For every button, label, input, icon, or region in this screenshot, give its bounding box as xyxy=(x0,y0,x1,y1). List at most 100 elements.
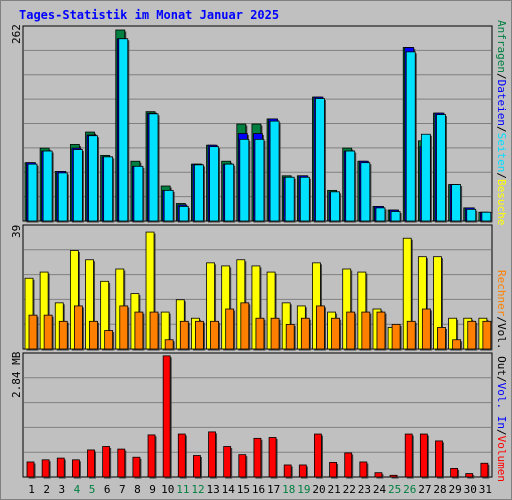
bar-seiten-day-31 xyxy=(481,211,492,222)
x-tick-label-day-2: 2 xyxy=(43,483,50,496)
bar-rechner-day-27 xyxy=(421,308,431,350)
bar-seiten-day-17 xyxy=(269,120,280,222)
x-tick-label-day-19: 19 xyxy=(297,483,310,496)
bar-volumen-day-31 xyxy=(480,462,489,478)
bar-volumen-day-14 xyxy=(223,446,232,478)
bar-seiten-day-8 xyxy=(133,165,144,222)
bar-seiten-day-18 xyxy=(284,176,295,222)
bar-volumen-day-15 xyxy=(238,454,247,478)
bar-volumen-day-12 xyxy=(193,455,201,478)
bar-rechner-day-17 xyxy=(270,317,280,350)
bar-seiten-day-15 xyxy=(239,138,250,222)
bar-rechner-day-25 xyxy=(391,323,401,350)
bar-volumen-day-19 xyxy=(298,464,307,478)
x-tick-label-day-1: 1 xyxy=(28,483,35,496)
bar-seiten-day-28 xyxy=(436,114,446,222)
bar-seiten-day-16 xyxy=(254,138,265,222)
bar-volumen-day-6 xyxy=(102,446,111,478)
bar-rechner-day-2 xyxy=(43,314,53,350)
x-tick-label-day-14: 14 xyxy=(222,483,236,496)
bar-seiten-day-10 xyxy=(163,189,174,222)
x-tick-label-day-11: 11 xyxy=(176,483,189,496)
bar-rechner-day-30 xyxy=(467,320,477,350)
x-tick-label-day-23: 23 xyxy=(358,483,371,496)
x-tick-label-day-8: 8 xyxy=(134,483,141,496)
bar-rechner-day-11 xyxy=(179,320,189,350)
bar-seiten-day-19 xyxy=(299,176,310,222)
bar-seiten-day-5 xyxy=(88,135,98,222)
bar-rechner-day-6 xyxy=(104,330,114,350)
bar-seiten-day-6 xyxy=(103,156,114,222)
bar-volumen-day-8 xyxy=(132,456,141,478)
bar-rechner-day-12 xyxy=(195,320,204,350)
chart-title: Tages-Statistik im Monat Januar 2025 xyxy=(19,8,280,22)
bar-seiten-day-22 xyxy=(345,150,356,222)
x-tick-label-day-3: 3 xyxy=(59,483,66,496)
bar-rechner-day-15 xyxy=(240,302,250,350)
bar-rechner-day-8 xyxy=(134,311,144,350)
bar-seiten-day-25 xyxy=(390,211,401,222)
x-tick-label-day-12: 12 xyxy=(191,483,204,496)
bar-rechner-day-19 xyxy=(300,317,310,350)
bar-seiten-day-14 xyxy=(224,163,235,222)
x-tick-label-day-28: 28 xyxy=(433,483,446,496)
bar-volumen-day-29 xyxy=(450,468,459,478)
bar-seiten-day-13 xyxy=(209,146,219,222)
x-tick-label-day-18: 18 xyxy=(282,483,295,496)
bar-rechner-day-1 xyxy=(28,314,38,350)
bar-seiten-day-21 xyxy=(330,191,340,222)
x-tick-label-day-4: 4 xyxy=(74,483,81,496)
x-tick-label-day-24: 24 xyxy=(373,483,387,496)
bar-seiten-day-9 xyxy=(148,113,159,222)
bar-rechner-day-31 xyxy=(482,320,492,350)
x-tick-label-day-29: 29 xyxy=(449,483,462,496)
bar-rechner-day-22 xyxy=(346,311,356,350)
x-tick-label-day-9: 9 xyxy=(149,483,156,496)
bar-volumen-day-2 xyxy=(41,459,50,478)
bar-volumen-day-28 xyxy=(435,440,443,478)
bar-rechner-day-14 xyxy=(225,308,235,350)
bar-rechner-day-3 xyxy=(58,320,68,350)
bar-seiten-day-4 xyxy=(72,149,83,222)
bar-volumen-day-10 xyxy=(162,355,171,478)
x-tick-label-day-20: 20 xyxy=(312,483,325,496)
bar-volumen-day-1 xyxy=(26,461,35,478)
bar-rechner-day-7 xyxy=(119,305,129,350)
bar-rechner-day-13 xyxy=(210,320,219,350)
x-tick-label-day-13: 13 xyxy=(206,483,219,496)
x-tick-label-day-16: 16 xyxy=(252,483,265,496)
bar-volumen-day-17 xyxy=(268,437,277,478)
bar-volumen-day-4 xyxy=(71,459,80,478)
bar-volumen-day-20 xyxy=(314,433,322,478)
bar-volumen-day-23 xyxy=(359,461,368,478)
x-tick-label-day-27: 27 xyxy=(418,483,431,496)
bar-rechner-day-4 xyxy=(73,305,83,350)
x-tick-label-day-25: 25 xyxy=(388,483,401,496)
bar-volumen-day-11 xyxy=(177,433,186,478)
x-tick-label-day-15: 15 xyxy=(237,483,250,496)
bar-seiten-day-12 xyxy=(194,164,204,222)
bar-seiten-day-30 xyxy=(466,208,477,222)
bar-seiten-day-20 xyxy=(315,98,325,222)
bar-rechner-day-23 xyxy=(361,311,371,350)
bar-rechner-day-24 xyxy=(376,311,386,350)
bar-seiten-day-23 xyxy=(360,162,371,222)
bar-seiten-day-11 xyxy=(178,206,189,222)
bar-seiten-day-29 xyxy=(451,184,462,222)
bar-volumen-day-7 xyxy=(117,448,126,478)
bar-rechner-day-28 xyxy=(437,327,446,350)
x-tick-label-day-31: 31 xyxy=(479,483,492,496)
bar-volumen-day-26 xyxy=(404,433,413,478)
bar-volumen-day-3 xyxy=(56,457,65,478)
bar-seiten-day-7 xyxy=(118,38,129,222)
bar-volumen-day-5 xyxy=(87,449,95,478)
bar-volumen-day-21 xyxy=(329,461,337,478)
bar-volumen-day-18 xyxy=(283,464,292,478)
bar-seiten-day-2 xyxy=(42,150,53,222)
bar-volumen-day-13 xyxy=(208,431,216,478)
x-tick-label-day-30: 30 xyxy=(464,483,477,496)
x-tick-label-day-21: 21 xyxy=(328,483,341,496)
x-tick-label-day-10: 10 xyxy=(161,483,174,496)
bar-rechner-day-18 xyxy=(285,323,295,350)
